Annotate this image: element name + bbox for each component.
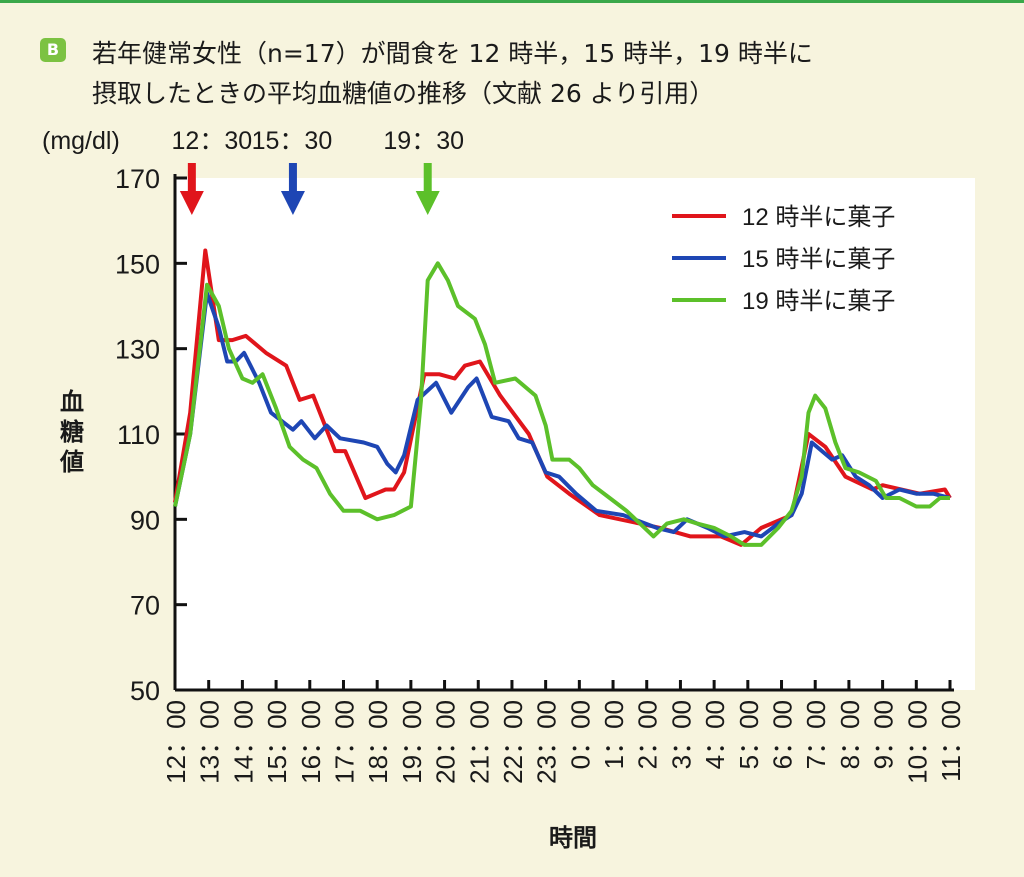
y-axis-label-char: 糖 <box>60 418 84 446</box>
chart-title-line2: 摂取したときの平均血糖値の推移（文献 26 より引用） <box>92 79 715 108</box>
x-tick-label: 6：00 <box>768 700 798 769</box>
legend-label: 15 時半に菓子 <box>742 246 895 273</box>
chart-title-line1: 若年健常女性（n=17）が間食を 12 時半，15 時半，19 時半に <box>92 39 813 68</box>
x-tick-label: 22：00 <box>498 700 528 784</box>
x-axis-label: 時間 <box>549 825 597 852</box>
marker-time-label: 19：30 <box>383 127 464 155</box>
plot-area <box>175 178 975 690</box>
y-tick-label: 110 <box>117 420 160 450</box>
series-line-1 <box>173 248 952 547</box>
x-tick-label: 21：00 <box>464 700 494 784</box>
x-tick-label: 7：00 <box>801 700 831 769</box>
y-tick-label: 170 <box>115 164 160 194</box>
x-tick-label: 12：00 <box>161 700 191 784</box>
arrow-icon-shaft <box>187 163 196 191</box>
y-tick-label: 130 <box>115 335 160 365</box>
x-tick-label: 8：00 <box>835 700 865 769</box>
y-tick-label: 90 <box>130 505 160 535</box>
x-tick-label: 19：00 <box>397 700 427 784</box>
y-tick-label: 70 <box>130 591 160 621</box>
arrow-down-icon <box>280 191 305 215</box>
x-tick-label: 11：00 <box>936 700 966 782</box>
x-tick-label: 4：00 <box>700 700 730 769</box>
arrow-icon-shaft <box>288 163 297 191</box>
x-tick-label: 1：00 <box>599 700 629 769</box>
x-tick-label: 18：00 <box>363 700 393 784</box>
series-line-3 <box>173 261 950 547</box>
marker-time-label: 15：30 <box>252 127 333 155</box>
series-line-2 <box>173 291 951 539</box>
y-unit-label: (mg/dl) <box>42 127 120 155</box>
y-axis-label-char: 血 <box>60 388 84 416</box>
figure-badge: B <box>40 38 66 62</box>
arrow-down-icon <box>179 191 204 215</box>
y-axis-label: 血糖値 <box>59 388 84 476</box>
x-tick-label: 15：00 <box>262 700 292 784</box>
legend-label: 12 時半に菓子 <box>742 204 895 231</box>
x-tick-label: 13：00 <box>195 700 225 784</box>
x-tick-label: 14：00 <box>228 700 258 784</box>
y-tick-label: 150 <box>115 249 160 279</box>
x-tick-label: 9：00 <box>869 700 899 769</box>
arrow-down-icon <box>415 191 440 215</box>
legend: 12 時半に菓子 15 時半に菓子 19 時半に菓子 <box>672 204 895 315</box>
x-tick-label: 10：00 <box>902 700 932 784</box>
arrow-icon-shaft <box>423 163 432 191</box>
y-tick-label: 50 <box>130 676 160 706</box>
marker-time-label: 12：30 <box>172 127 253 155</box>
x-tick-label: 0：00 <box>565 700 595 769</box>
top-border <box>0 0 1024 3</box>
x-tick-label: 23：00 <box>532 700 562 784</box>
legend-label: 19 時半に菓子 <box>742 288 895 315</box>
x-tick-label: 3：00 <box>666 700 696 769</box>
x-tick-label: 17：00 <box>329 700 359 784</box>
x-tick-label: 5：00 <box>734 700 764 769</box>
x-tick-label: 16：00 <box>296 700 326 784</box>
x-tick-label: 2：00 <box>633 700 663 769</box>
y-axis-label-char: 値 <box>59 449 84 476</box>
x-tick-label: 20：00 <box>431 700 461 784</box>
